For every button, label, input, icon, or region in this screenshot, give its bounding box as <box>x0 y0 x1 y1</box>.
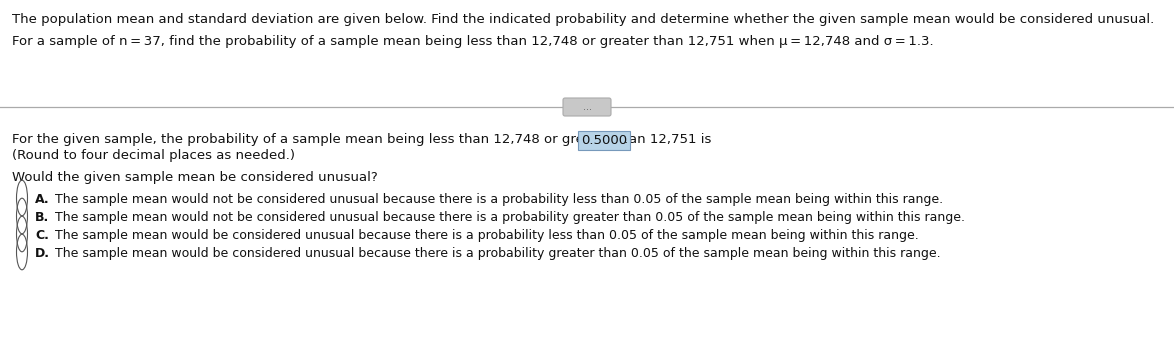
Text: (Round to four decimal places as needed.): (Round to four decimal places as needed.… <box>12 149 295 162</box>
Text: The sample mean would not be considered unusual because there is a probability l: The sample mean would not be considered … <box>55 193 943 206</box>
Text: 0.5000: 0.5000 <box>581 134 627 147</box>
Text: A.: A. <box>35 193 49 206</box>
Text: .: . <box>623 133 628 146</box>
Text: Would the given sample mean be considered unusual?: Would the given sample mean be considere… <box>12 171 378 184</box>
Text: C.: C. <box>35 229 49 242</box>
Text: B.: B. <box>35 211 49 224</box>
Text: The sample mean would not be considered unusual because there is a probability g: The sample mean would not be considered … <box>55 211 965 224</box>
Text: The population mean and standard deviation are given below. Find the indicated p: The population mean and standard deviati… <box>12 13 1154 26</box>
Text: The sample mean would be considered unusual because there is a probability less : The sample mean would be considered unus… <box>55 229 919 242</box>
Text: For the given sample, the probability of a sample mean being less than 12,748 or: For the given sample, the probability of… <box>12 133 716 146</box>
Text: The sample mean would be considered unusual because there is a probability great: The sample mean would be considered unus… <box>55 247 940 260</box>
FancyBboxPatch shape <box>564 98 610 116</box>
Text: For a sample of n = 37, find the probability of a sample mean being less than 12: For a sample of n = 37, find the probabi… <box>12 35 933 48</box>
Text: ...: ... <box>582 102 592 112</box>
Text: D.: D. <box>35 247 50 260</box>
